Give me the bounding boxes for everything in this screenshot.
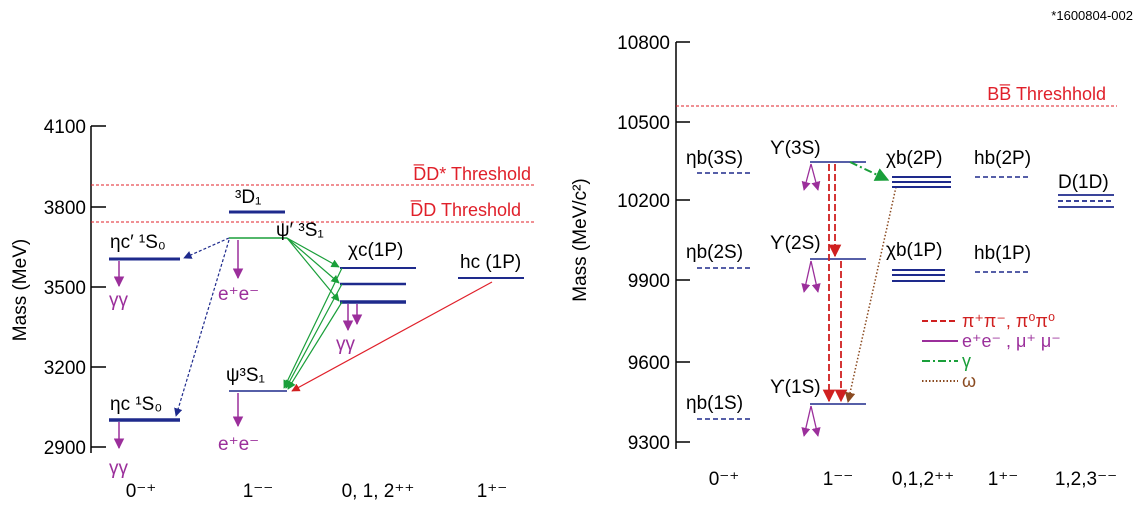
charm-col-2: 0, 1, 2⁺⁺ xyxy=(342,481,415,502)
charm-col-1: 1⁻⁻ xyxy=(243,481,274,502)
h-b-2p-label: hb(2P) xyxy=(974,148,1031,169)
h-c-label: hc (1P) xyxy=(460,252,521,273)
upsilon-3s-to-chi-b-2p-arrow xyxy=(849,161,890,181)
bottom-col-3: 1⁺⁻ xyxy=(988,469,1019,490)
legend: π⁺π⁻, π⁰π⁰ e⁺e⁻ , μ⁺ μ⁻ γ ω xyxy=(922,311,1061,391)
bb-threshold-label: BB̅ Threshhold xyxy=(987,84,1106,104)
chi-b-2p-omega-arrow xyxy=(844,186,897,404)
upsilon-3s-ee-arrows xyxy=(801,163,821,191)
chi-to-psi-arrows xyxy=(283,267,343,390)
eta-b-2s-label: ηb(2S) xyxy=(686,242,743,263)
psi-label: ψ³S₁ xyxy=(226,365,265,386)
upsilon-1s-ee-arrows xyxy=(801,405,821,437)
psi-ee-label: e⁺e⁻ xyxy=(218,434,259,455)
bottom-tick-10800: 10800 xyxy=(617,33,670,54)
charm-tick-3800: 3800 xyxy=(44,198,86,219)
charm-tick-3500: 3500 xyxy=(44,278,86,299)
eta-c-label: ηc ¹S₀ xyxy=(110,394,162,415)
charm-tick-4100: 4100 xyxy=(44,117,86,138)
eta-b-3s-label: ηb(3S) xyxy=(686,148,743,169)
legend-hadronic: π⁺π⁻, π⁰π⁰ xyxy=(962,311,1055,331)
charmonium-panel: 4100 3800 3500 3200 2900 Mass (MeV) D̅D*… xyxy=(10,117,535,502)
upsilon-1s-label: ϒ(1S) xyxy=(770,377,821,398)
upsilon-3s-label: ϒ(3S) xyxy=(770,138,821,159)
eta-c-gg-label: γγ xyxy=(109,458,129,479)
eta-c-prime-gg-label: γγ xyxy=(109,290,129,311)
bottom-tick-9900: 9900 xyxy=(628,271,670,292)
hc-to-psi-arrow xyxy=(291,281,493,392)
chi-b-1p-label: χb(1P) xyxy=(886,240,942,261)
charm-tick-3200: 3200 xyxy=(44,358,86,379)
chi-c-gg-label: γγ xyxy=(336,334,356,355)
charm-col-0: 0⁻⁺ xyxy=(126,481,157,502)
h-b-1p-label: hb(1P) xyxy=(974,243,1031,264)
bottom-col-0: 0⁻⁺ xyxy=(709,469,740,490)
legend-omega: ω xyxy=(962,371,976,391)
dd-threshold-label: D̅D Threshold xyxy=(410,200,521,220)
psi-prime-to-eta-c-prime-arrow xyxy=(183,237,230,259)
bottom-col-1: 1⁻⁻ xyxy=(823,469,854,490)
bottom-col-2: 0,1,2⁺⁺ xyxy=(892,469,954,490)
psi-to-eta-c-arrow xyxy=(174,239,230,417)
upsilon-2s-label: ϒ(2S) xyxy=(770,233,821,254)
dd-star-threshold-label: D̅D* Threshold xyxy=(413,164,531,184)
bottom-tick-10500: 10500 xyxy=(617,113,670,134)
eta-c-prime-label: ηc′ ¹S₀ xyxy=(110,232,166,253)
legend-leptonic: e⁺e⁻ , μ⁺ μ⁻ xyxy=(962,331,1061,351)
bottom-col-4: 1,2,3⁻⁻ xyxy=(1055,469,1117,490)
legend-gamma: γ xyxy=(962,351,971,371)
bottom-tick-9600: 9600 xyxy=(628,353,670,374)
charm-tick-2900: 2900 xyxy=(44,438,86,459)
figure-id: *1600804-002 xyxy=(1051,8,1133,23)
bottomonium-panel: 10800 10500 10200 9900 9600 9300 Mass (M… xyxy=(570,33,1117,490)
psi-prime-ee-label: e⁺e⁻ xyxy=(218,284,259,305)
upsilon-2s-ee-arrows xyxy=(801,260,821,293)
eta-b-1s-label: ηb(1S) xyxy=(686,393,743,414)
upsilon-pipi-arrows xyxy=(822,164,848,403)
chi-c-label: χc(1P) xyxy=(348,240,403,261)
chi-b-2p-label: χb(2P) xyxy=(886,148,942,169)
d1-label: ³D₁ xyxy=(235,187,261,208)
charm-col-3: 1⁺⁻ xyxy=(477,481,508,502)
bottom-y-axis-label: Mass (MeV/c²) xyxy=(570,178,591,302)
bottom-tick-10200: 10200 xyxy=(617,191,670,212)
psi-prime-to-chi-arrows xyxy=(286,237,340,302)
bottom-tick-9300: 9300 xyxy=(628,433,670,454)
psi-prime-label: ψ′ ³S₁ xyxy=(276,220,324,241)
charm-y-axis-label: Mass (MeV) xyxy=(10,239,31,341)
d-1d-label: D(1D) xyxy=(1058,172,1109,193)
